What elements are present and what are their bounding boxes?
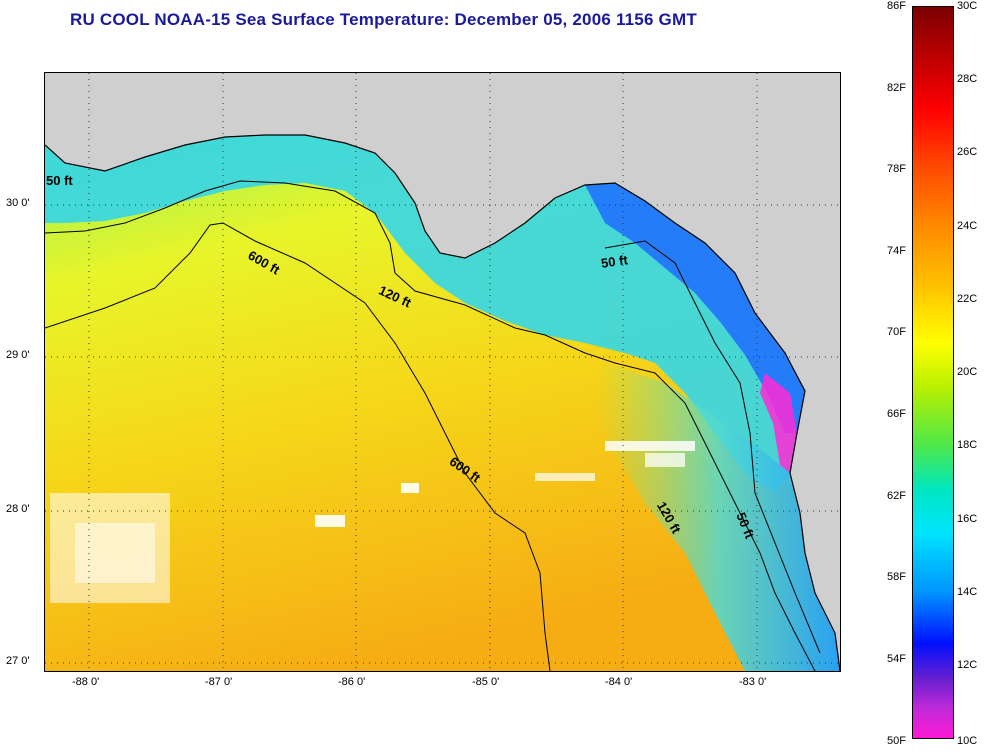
coldest-coastal	[760, 373, 797, 473]
colorbar-c-10: 10C	[957, 735, 978, 747]
lon-label-85: -85 0'	[472, 676, 500, 688]
depth-contour-lines	[45, 180, 821, 671]
colorbar-f-54: 54F	[887, 653, 906, 665]
colorbar-c-20: 20C	[957, 366, 978, 378]
east-cool-water	[595, 363, 840, 671]
colorbar-c-18: 18C	[957, 439, 978, 451]
lat-label-27: 27 0'	[6, 655, 30, 667]
coastline	[45, 134, 840, 671]
colorbar-c-12: 12C	[957, 659, 978, 671]
colorbar-c-24: 24C	[957, 220, 978, 232]
lon-label-83: -83 0'	[739, 676, 767, 688]
lat-label-29: 29 0'	[6, 349, 30, 361]
lon-label-86: -86 0'	[338, 676, 366, 688]
temperature-colorbar	[912, 6, 954, 739]
lon-label-88: -88 0'	[72, 676, 100, 688]
colorbar-c-26: 26C	[957, 146, 978, 158]
colorbar-c-16: 16C	[957, 513, 978, 525]
lon-label-84: -84 0'	[605, 676, 633, 688]
colorbar-c-28: 28C	[957, 73, 978, 85]
colorbar-c-14: 14C	[957, 586, 978, 598]
lat-label-30: 30 0'	[6, 197, 30, 209]
colorbar-f-86: 86F	[887, 0, 906, 12]
colorbar-f-50: 50F	[887, 735, 906, 747]
sst-map	[44, 72, 841, 672]
colorbar-c-30: 30C	[957, 0, 978, 12]
map-title: RU COOL NOAA-15 Sea Surface Temperature:…	[70, 10, 697, 29]
colorbar-f-78: 78F	[887, 163, 906, 175]
colorbar-f-66: 66F	[887, 408, 906, 420]
lat-label-28: 28 0'	[6, 503, 30, 515]
colorbar-f-58: 58F	[887, 571, 906, 583]
cold-nearshore	[585, 183, 805, 433]
colorbar-f-74: 74F	[887, 245, 906, 257]
colorbar-f-70: 70F	[887, 326, 906, 338]
depth-label-50ft-west: 50 ft	[46, 173, 73, 188]
colorbar-f-62: 62F	[887, 490, 906, 502]
cloud-cover	[50, 441, 695, 603]
sst-map-graphic	[45, 73, 840, 671]
colorbar-c-22: 22C	[957, 293, 978, 305]
lat-lon-grid	[45, 73, 840, 671]
lon-label-87: -87 0'	[205, 676, 233, 688]
colorbar-f-82: 82F	[887, 82, 906, 94]
